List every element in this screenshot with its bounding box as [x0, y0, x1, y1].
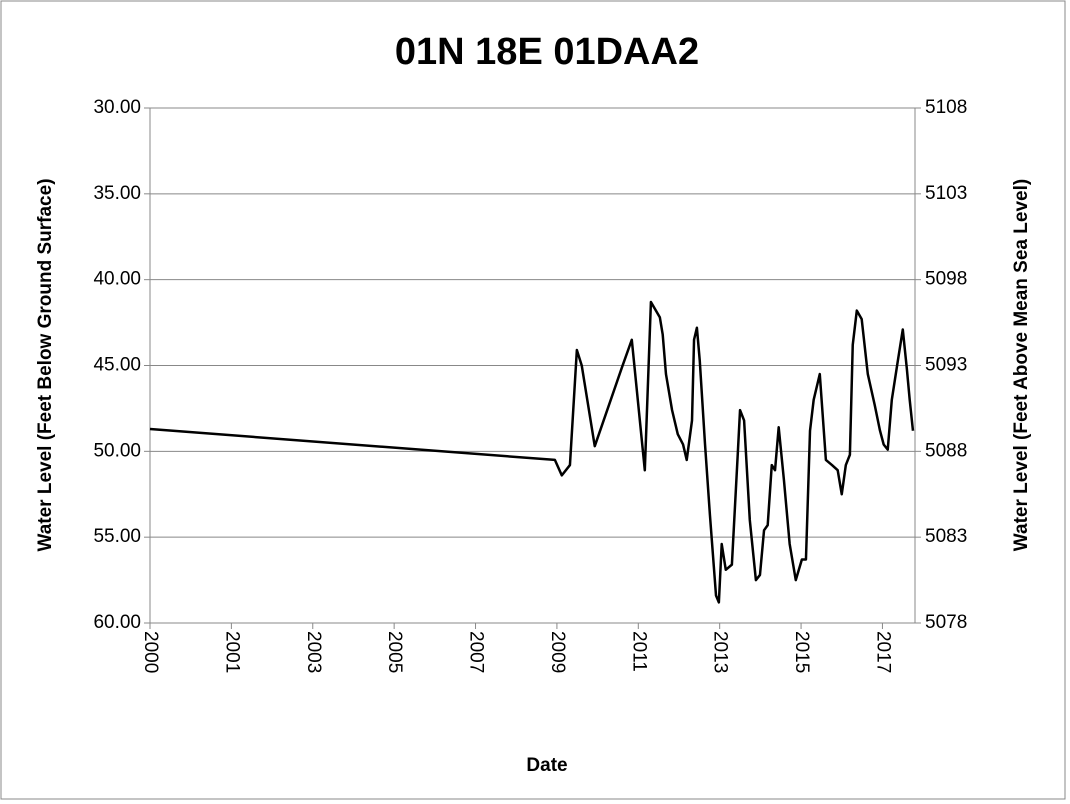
y-tick-label: 55.00: [93, 526, 141, 547]
x-tick-label: 2005: [384, 631, 405, 673]
x-tick-label: 2001: [221, 631, 242, 673]
y2-tick-label: 5093: [925, 355, 967, 376]
x-tick-label: 2011: [628, 631, 649, 672]
y2-tick-label: 5103: [925, 183, 967, 204]
x-tick-label: 2015: [791, 631, 812, 673]
x-tick-label: 2003: [303, 631, 324, 673]
x-axis-title: Date: [526, 755, 567, 776]
data-line: [149, 300, 915, 604]
y2-tick-label: 5088: [925, 440, 967, 461]
x-tick-label: 2000: [140, 631, 161, 673]
y-tick-label: 60.00: [93, 612, 141, 633]
x-tick-label: 2013: [710, 631, 731, 673]
x-tick-label: 2009: [547, 631, 568, 673]
x-tick-label: 2007: [466, 631, 487, 673]
y-axis-title: Water Level (Feet Below Ground Surface): [35, 178, 56, 551]
y-tick-label: 45.00: [93, 355, 141, 376]
y-tick-label: 35.00: [93, 183, 141, 204]
y2-tick-label: 5108: [925, 97, 967, 118]
y-tick-label: 30.00: [93, 97, 141, 118]
y2-tick-label: 5078: [925, 612, 967, 633]
y-tick-label: 40.00: [93, 269, 141, 290]
y2-tick-label: 5098: [925, 269, 967, 290]
x-tick-label: 2017: [872, 631, 893, 673]
y2-tick-label: 5083: [925, 526, 967, 547]
chart-title: 01N 18E 01DAA2: [395, 31, 699, 73]
y-tick-label: 50.00: [93, 440, 141, 461]
y2-axis-title: Water Level (Feet Above Mean Sea Level): [1011, 179, 1032, 551]
